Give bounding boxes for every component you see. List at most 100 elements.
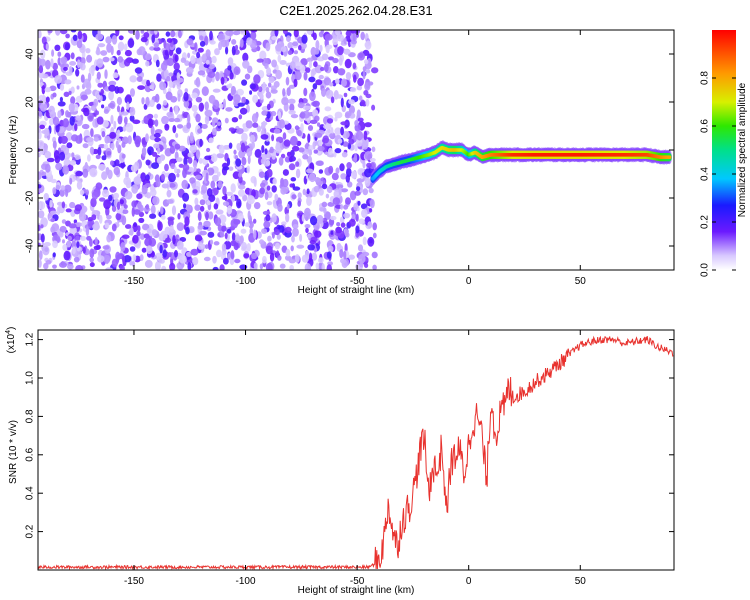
heatmap-cell [344, 228, 349, 237]
heatmap-cell [299, 111, 306, 119]
snr-y-tick-label: 0.4 [25, 486, 36, 500]
heatmap-cell [85, 226, 90, 236]
heatmap-cell [224, 117, 229, 124]
heatmap-cell [151, 34, 155, 43]
heatmap-cell [106, 151, 112, 156]
heatmap-cell [225, 30, 234, 36]
heatmap-cell [101, 171, 108, 181]
heatmap-cell [153, 42, 159, 48]
heatmap-cell [137, 225, 141, 232]
heatmap-cell [204, 101, 209, 111]
heatmap-cell [360, 31, 366, 41]
heatmap-cell [111, 223, 117, 232]
heatmap-cell [274, 193, 279, 202]
heatmap-cell [340, 222, 346, 228]
heatmap-cell [75, 135, 83, 144]
heatmap-cell [102, 56, 110, 63]
heatmap-cell [123, 116, 128, 125]
heatmap-cell [230, 250, 235, 260]
heatmap-cell [327, 245, 334, 253]
heatmap-cell [53, 150, 60, 160]
heatmap-cell [299, 64, 306, 74]
heatmap-cell [196, 51, 201, 59]
heatmap-cell [197, 211, 202, 222]
heatmap-cell [270, 89, 278, 94]
heatmap-cell [228, 166, 234, 171]
heatmap-cell [324, 211, 331, 220]
heatmap-cell [340, 203, 344, 210]
heatmap-cell [215, 71, 220, 82]
heatmap-cell [206, 200, 211, 206]
heatmap-cell [141, 247, 147, 253]
snr-y-tick-label: 1.2 [25, 332, 36, 346]
heatmap-cell [227, 57, 234, 66]
heatmap-cell [267, 191, 273, 199]
heatmap-cell [345, 30, 352, 37]
heatmap-cell [201, 184, 208, 194]
heatmap-cell [279, 60, 287, 65]
heatmap-cell [61, 219, 67, 224]
heatmap-cell [241, 132, 248, 142]
heatmap-cell [168, 79, 174, 88]
heatmap-cell [149, 213, 157, 219]
heatmap-cell [307, 125, 314, 131]
heatmap-cell [367, 58, 372, 67]
heatmap-cell [223, 77, 228, 84]
heatmap-cell [338, 187, 342, 196]
heatmap-cell [161, 214, 166, 220]
heatmap-cell [230, 218, 239, 229]
snr-x-tick-label: -100 [236, 576, 256, 587]
heatmap-cell [64, 79, 72, 85]
heatmap-cell [313, 230, 322, 238]
heatmap-cell [304, 263, 312, 270]
heatmap-cell [293, 50, 298, 55]
heatmap-cell [231, 117, 239, 123]
heatmap-cell [226, 205, 233, 215]
heatmap-cell [369, 157, 376, 162]
heatmap-cell [236, 88, 245, 96]
heatmap-cell [89, 248, 95, 259]
heatmap-cell [356, 178, 365, 183]
heatmap-cell [183, 100, 190, 108]
heatmap-cell [246, 195, 255, 205]
heatmap-cell [102, 119, 109, 128]
heatmap-cell [216, 153, 225, 159]
heatmap-cell [150, 30, 154, 35]
heatmap-cell [364, 168, 372, 178]
heatmap-cell [212, 266, 219, 270]
heatmap-cell [156, 103, 162, 110]
heatmap-cell [352, 32, 356, 42]
heatmap-cell [241, 242, 248, 251]
heatmap-cell [303, 211, 310, 221]
heatmap-cell [262, 210, 271, 216]
heatmap-cell [87, 112, 94, 122]
spectrogram-x-tick-label: 0 [466, 276, 472, 287]
heatmap-cell [115, 140, 119, 149]
heatmap-cell [317, 145, 325, 152]
heatmap-cell [137, 85, 146, 90]
heatmap-cell [366, 162, 372, 168]
heatmap-cell [55, 123, 60, 133]
heatmap-cell [54, 30, 61, 36]
heatmap-cell [89, 262, 95, 268]
heatmap-cell [290, 135, 298, 146]
heatmap-cell [161, 265, 167, 270]
heatmap-cell [251, 252, 258, 260]
heatmap-cell [337, 68, 346, 76]
heatmap-cell [296, 244, 305, 249]
heatmap-cell [247, 155, 251, 165]
heatmap-cell [302, 188, 306, 196]
heatmap-cell [103, 109, 109, 114]
heatmap-cell [52, 140, 57, 149]
heatmap-cell [271, 35, 278, 41]
heatmap-cell [174, 117, 181, 123]
heatmap-cell [139, 233, 145, 240]
heatmap-cell [289, 183, 294, 188]
heatmap-cell [274, 30, 279, 37]
snr-y-tick-label: 0.2 [25, 524, 36, 538]
heatmap-cell [199, 199, 206, 206]
heatmap-cell [308, 149, 313, 156]
heatmap-cell [329, 82, 334, 87]
heatmap-cell [270, 85, 278, 90]
heatmap-cell [59, 225, 67, 233]
